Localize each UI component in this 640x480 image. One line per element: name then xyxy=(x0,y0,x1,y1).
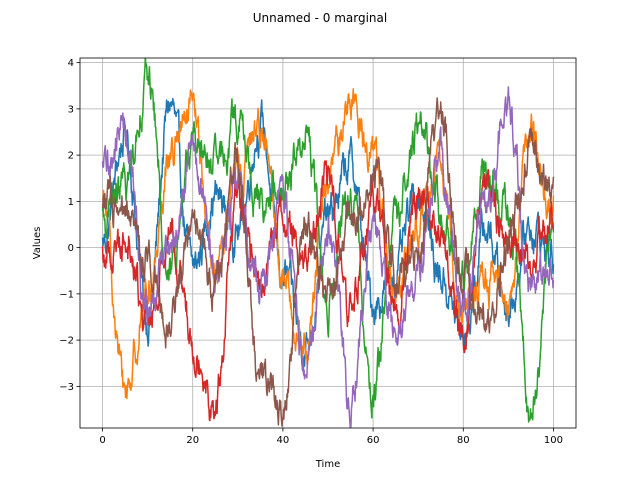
y-axis-label: Values xyxy=(32,227,43,260)
y-tick-label: 1 xyxy=(68,197,74,208)
y-tick-label: 0 xyxy=(68,243,74,254)
x-tick-label: 100 xyxy=(544,435,563,446)
x-tick-label: 60 xyxy=(367,435,380,446)
y-tick-label: 2 xyxy=(68,151,74,162)
plot-frame xyxy=(79,57,577,429)
x-tick-label: 40 xyxy=(277,435,290,446)
axis-ticks: 0 20 40 60 80 100 −3 −2 −1 0 1 2 3 4 xyxy=(59,58,563,446)
x-tick-label: 80 xyxy=(457,435,470,446)
x-axis-label: Time xyxy=(315,459,340,470)
y-tick-label: −3 xyxy=(59,382,74,393)
y-tick-label: 3 xyxy=(68,104,74,115)
x-tick-label: 0 xyxy=(99,435,105,446)
series-layer xyxy=(101,58,555,428)
y-tick-label: 4 xyxy=(68,58,74,69)
series-line-6 xyxy=(101,97,555,427)
series-line-1 xyxy=(101,97,555,372)
y-tick-label: −2 xyxy=(59,336,74,347)
chart-title: Unnamed - 0 marginal xyxy=(253,11,387,25)
x-tick-label: 20 xyxy=(186,435,199,446)
y-tick-label: −1 xyxy=(59,289,74,300)
series-line-5 xyxy=(101,86,555,428)
